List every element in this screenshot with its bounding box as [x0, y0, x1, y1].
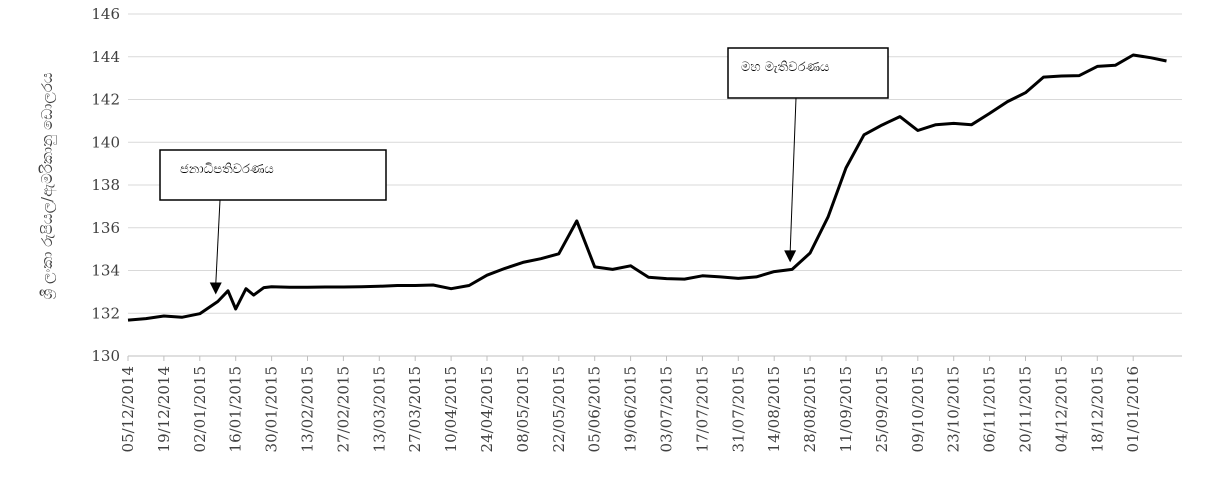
x-tick-label: 11/09/2015	[837, 366, 855, 452]
x-tick-label: 30/01/2015	[263, 366, 281, 452]
x-tick-label: 20/11/2015	[1017, 366, 1035, 452]
series-layer	[127, 53, 1167, 322]
y-tick-label: 138	[91, 176, 120, 194]
y-axis-label: ශ්‍රී ලංකා රුපියල/ඇමරිකානු ඩොලරය	[38, 72, 57, 300]
y-tick-label: 130	[91, 347, 120, 365]
x-tick-label: 08/05/2015	[514, 366, 532, 452]
x-tick-label: 10/04/2015	[442, 366, 460, 452]
x-tick-label: 18/12/2015	[1088, 366, 1106, 452]
x-tick-label: 02/01/2015	[191, 366, 209, 452]
y-tick-labels: 130 132 134 136 138 140 142 144 146	[91, 5, 120, 365]
x-tick-label: 06/11/2015	[981, 366, 999, 452]
annotations: ජනාධිපතිවරණය මහ මැතිවරණය	[159, 47, 889, 295]
x-tick-label: 01/01/2016	[1124, 366, 1142, 452]
x-tick-label: 23/10/2015	[945, 366, 963, 452]
x-tick-label: 22/05/2015	[550, 366, 568, 452]
annotation-label: මහ මැතිවරණය	[741, 60, 829, 75]
x-tick-label: 09/10/2015	[909, 366, 927, 452]
arrowhead-icon	[784, 250, 797, 263]
x-tick-labels: 05/12/2014 19/12/2014 02/01/2015 16/01/2015…	[119, 356, 1142, 452]
x-tick-label: 24/04/2015	[478, 366, 496, 452]
x-tick-label: 13/03/2015	[370, 366, 388, 452]
x-tick-label: 19/12/2014	[155, 366, 173, 452]
annotation-arrow	[215, 199, 221, 285]
x-tick-label: 25/09/2015	[873, 366, 891, 452]
x-tick-label: 16/01/2015	[227, 366, 245, 452]
annotation-label: ජනාධිපතිවරණය	[180, 162, 274, 177]
x-tick-label: 03/07/2015	[658, 366, 676, 452]
x-tick-label: 05/06/2015	[586, 366, 604, 452]
x-tick-label: 14/08/2015	[765, 366, 783, 452]
y-tick-label: 132	[91, 304, 120, 322]
x-tick-label: 05/12/2014	[119, 366, 137, 452]
annotation-arrow	[789, 97, 797, 253]
y-tick-label: 140	[91, 133, 120, 151]
series-line	[127, 53, 1167, 322]
y-tick-label: 144	[91, 48, 120, 66]
x-tick-label: 31/07/2015	[729, 366, 747, 452]
y-tick-label: 146	[91, 5, 120, 23]
x-tick-label: 28/08/2015	[801, 366, 819, 452]
x-tick-label: 04/12/2015	[1052, 366, 1070, 452]
x-tick-label: 19/06/2015	[622, 366, 640, 452]
x-tick-label: 27/03/2015	[406, 366, 424, 452]
arrowhead-icon	[209, 282, 222, 295]
y-tick-label: 142	[91, 91, 120, 109]
annotation-box	[727, 47, 889, 99]
annotation-box	[159, 149, 387, 201]
x-tick-label: 13/02/2015	[299, 366, 317, 452]
y-tick-label: 136	[91, 219, 120, 237]
x-tick-label: 27/02/2015	[334, 366, 352, 452]
x-tick-label: 17/07/2015	[693, 366, 711, 452]
y-tick-label: 134	[91, 262, 120, 280]
